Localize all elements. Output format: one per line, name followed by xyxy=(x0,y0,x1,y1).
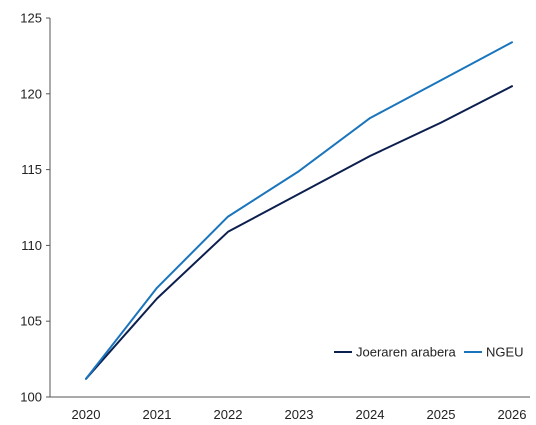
series-lines xyxy=(85,41,513,380)
x-tick-label: 2023 xyxy=(285,407,314,422)
legend: Joeraren arabera NGEU xyxy=(334,345,524,360)
x-tick-label: 2024 xyxy=(356,407,385,422)
y-tick-label: 115 xyxy=(21,162,42,177)
legend-label: Joeraren arabera xyxy=(356,345,456,360)
legend-label: NGEU xyxy=(486,345,524,360)
y-tick-label: 120 xyxy=(20,86,42,101)
x-axis-ticks: 2020 2021 2022 2023 2024 2025 2026 xyxy=(72,407,527,422)
y-tick-label: 105 xyxy=(20,314,42,329)
y-tick-label: 110 xyxy=(21,238,42,253)
axes xyxy=(49,18,530,398)
x-tick-label: 2022 xyxy=(214,407,243,422)
series-line-ngeu xyxy=(85,41,513,380)
y-tick-label: 125 xyxy=(20,11,42,26)
series-line-joeraren-arabera xyxy=(85,85,513,380)
x-tick-label: 2026 xyxy=(498,407,527,422)
x-tick-label: 2025 xyxy=(427,407,456,422)
y-axis-ticks: 100 105 110 115 120 125 xyxy=(20,11,50,405)
y-tick-label: 100 xyxy=(20,390,42,405)
x-tick-label: 2020 xyxy=(72,407,101,422)
x-tick-label: 2021 xyxy=(143,407,172,422)
